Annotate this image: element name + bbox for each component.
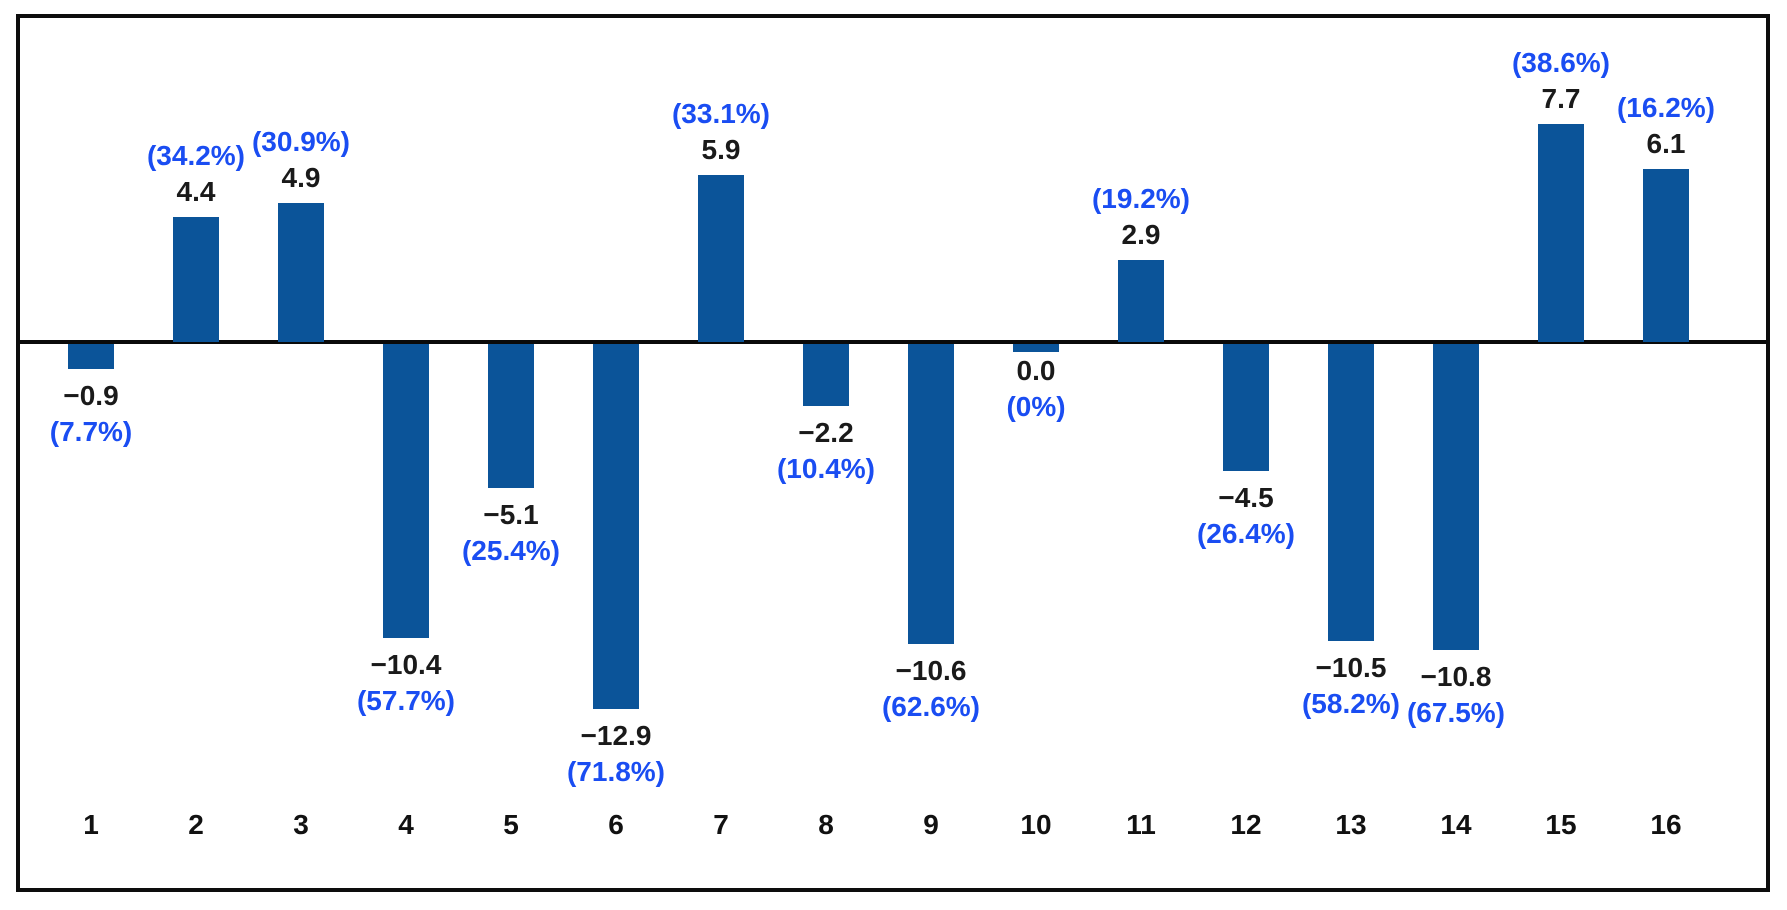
x-axis-tick-label: 16 xyxy=(1650,809,1682,840)
x-axis-tick-label: 9 xyxy=(923,809,939,840)
bar xyxy=(1643,169,1689,342)
bar xyxy=(1538,124,1584,342)
bar-pct-label: (0%) xyxy=(1006,391,1066,422)
x-axis-tick-label: 1 xyxy=(83,809,99,840)
bar xyxy=(803,344,849,407)
x-axis-tick-label: 3 xyxy=(293,809,309,840)
bar xyxy=(1013,344,1059,352)
x-axis-tick-label: 7 xyxy=(713,809,729,840)
x-axis-tick-label: 5 xyxy=(503,809,519,840)
bar-pct-label: (33.1%) xyxy=(671,98,771,130)
bar xyxy=(1433,344,1479,650)
x-axis-tick-label: 13 xyxy=(1335,809,1367,840)
bar-value-label: 2.9 xyxy=(1121,218,1161,250)
bar-value-label: −10.6 xyxy=(895,654,967,686)
bar-value-label: −4.5 xyxy=(1218,482,1274,514)
bar xyxy=(1118,259,1164,342)
bar-pct-label: (58.2%) xyxy=(1301,688,1401,720)
bar-value-label: 7.7 xyxy=(1541,83,1581,115)
bar-value-label: −10.5 xyxy=(1315,652,1387,684)
bar-value-label: −5.1 xyxy=(483,499,539,531)
x-axis-tick-label: 14 xyxy=(1440,809,1472,840)
bar-value-label: −0.9 xyxy=(63,380,119,412)
x-axis-tick-label: 4 xyxy=(398,809,414,840)
x-axis-tick-label: 11 xyxy=(1126,809,1156,840)
bar xyxy=(1223,344,1269,472)
bar-pct-label: (30.9%) xyxy=(251,126,351,158)
bar-pct-label: (25.4%) xyxy=(461,535,561,567)
bar-pct-label: (26.4%) xyxy=(1196,518,1296,550)
bar-value-label: 4.9 xyxy=(281,162,321,194)
bar-value-label: 5.9 xyxy=(701,134,741,166)
x-axis-tick-label: 6 xyxy=(608,809,624,840)
bar-pct-label: (19.2%) xyxy=(1091,182,1191,214)
x-axis-tick-label: 2 xyxy=(188,809,204,840)
bar-value-label: −10.8 xyxy=(1420,660,1492,692)
bar xyxy=(1328,344,1374,642)
bar xyxy=(488,344,534,489)
x-axis-tick-label: 15 xyxy=(1545,809,1577,840)
x-axis-tick-label: 8 xyxy=(818,809,834,840)
bar-value-label: 6.1 xyxy=(1646,128,1686,160)
bar-value-label: −12.9 xyxy=(580,720,652,752)
bar-pct-label: (62.6%) xyxy=(881,690,981,722)
bar xyxy=(908,344,954,644)
bar-pct-label: (7.7%) xyxy=(49,416,133,448)
bar-pct-label: (71.8%) xyxy=(566,756,666,788)
bar xyxy=(173,217,219,342)
bar xyxy=(383,344,429,639)
bar xyxy=(593,344,639,710)
bar-pct-label: (34.2%) xyxy=(146,140,246,172)
bar-value-label: 4.4 xyxy=(176,176,216,208)
bar xyxy=(68,344,114,370)
bar-value-label: 0.0 xyxy=(1016,355,1056,386)
bar-chart-plot: −0.9 (7.7%) 1 4.4 (34.2%) 2 4.9 (30.9%) 3 −10.4 (5… xyxy=(20,18,1766,888)
bar-pct-label: (57.7%) xyxy=(356,685,456,717)
bar-pct-label: (16.2%) xyxy=(1616,92,1716,124)
bar-pct-label: (67.5%) xyxy=(1406,696,1506,728)
x-axis-zero-line xyxy=(20,340,1766,344)
bar xyxy=(278,203,324,342)
bar-pct-label: (38.6%) xyxy=(1511,47,1611,79)
bar-value-label: −10.4 xyxy=(370,649,442,681)
bar-pct-label: (10.4%) xyxy=(776,453,876,485)
x-axis-tick-label: 12 xyxy=(1230,809,1262,840)
bar xyxy=(698,175,744,342)
chart-frame: −0.9 (7.7%) 1 4.4 (34.2%) 2 4.9 (30.9%) 3 −10.4 (5… xyxy=(16,14,1770,892)
x-axis-tick-label: 10 xyxy=(1020,809,1052,840)
bar-value-label: −2.2 xyxy=(798,417,854,449)
